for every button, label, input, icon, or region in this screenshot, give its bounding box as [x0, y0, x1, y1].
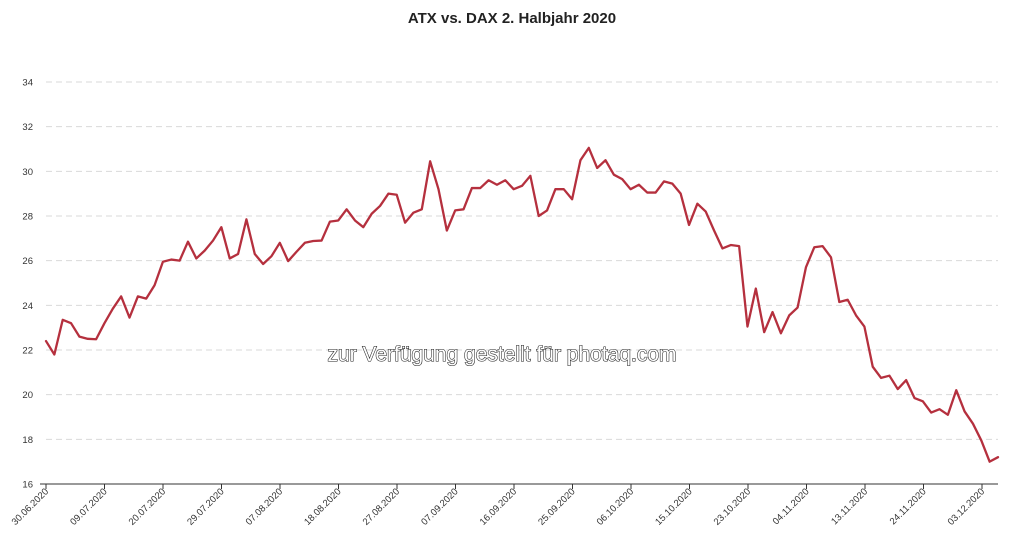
x-tick-label: 16.09.2020: [478, 486, 519, 527]
y-tick-label: 18: [22, 435, 33, 446]
y-tick-label: 34: [22, 78, 33, 89]
x-tick-label: 15.10.2020: [653, 486, 694, 527]
y-tick-label: 24: [22, 301, 33, 312]
y-tick-label: 32: [22, 122, 33, 133]
x-tick-label: 24.11.2020: [888, 486, 929, 527]
y-tick-label: 16: [22, 480, 33, 491]
x-tick-label: 27.08.2020: [361, 486, 402, 527]
y-tick-label: 26: [22, 256, 33, 267]
y-tick-label: 20: [22, 390, 33, 401]
x-tick-label: 13.11.2020: [829, 486, 870, 527]
y-axis: 16 18 20 22 24 26 28 30 32 34: [22, 78, 33, 491]
y-tick-label: 22: [22, 346, 33, 357]
x-tick-label: 30.06.2020: [10, 486, 51, 527]
series-layer: [44, 146, 1000, 463]
series-line: [44, 146, 1000, 463]
watermark-text: zur Verfügung gestellt für photaq.com: [327, 343, 676, 366]
x-tick-label: 03.12.2020: [946, 486, 987, 527]
x-tick-label: 09.07.2020: [68, 486, 109, 527]
x-tick-label: 07.09.2020: [419, 486, 460, 527]
x-tick-label: 25.09.2020: [536, 486, 577, 527]
y-tick-label: 30: [22, 167, 33, 178]
x-tick-label: 23.10.2020: [712, 486, 753, 527]
grid-lines: [46, 81, 998, 440]
x-tick-label: 04.11.2020: [771, 486, 812, 527]
x-tick-label: 20.07.2020: [127, 486, 168, 527]
x-tick-label: 06.10.2020: [595, 486, 636, 527]
x-axis: 30.06.2020 09.07.2020 20.07.2020 29.07.2020…: [10, 483, 998, 528]
x-tick-label: 07.08.2020: [244, 486, 285, 527]
x-tick-label: 29.07.2020: [185, 486, 226, 527]
chart-title: ATX vs. DAX 2. Halbjahr 2020: [408, 10, 616, 27]
y-tick-label: 28: [22, 212, 33, 223]
x-tick-label: 18.08.2020: [302, 486, 343, 527]
